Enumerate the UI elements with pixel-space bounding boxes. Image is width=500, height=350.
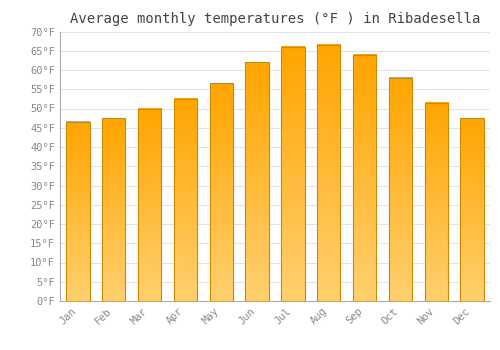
Bar	[389, 78, 412, 301]
Bar	[424, 103, 448, 301]
Bar	[138, 108, 161, 301]
Bar	[174, 99, 197, 301]
Bar	[210, 83, 233, 301]
Bar	[246, 62, 268, 301]
Bar	[66, 122, 90, 301]
Bar	[353, 55, 376, 301]
Bar	[102, 118, 126, 301]
Bar	[460, 118, 483, 301]
Bar	[317, 45, 340, 301]
Bar	[282, 47, 304, 301]
Title: Average monthly temperatures (°F ) in Ribadesella: Average monthly temperatures (°F ) in Ri…	[70, 12, 480, 26]
